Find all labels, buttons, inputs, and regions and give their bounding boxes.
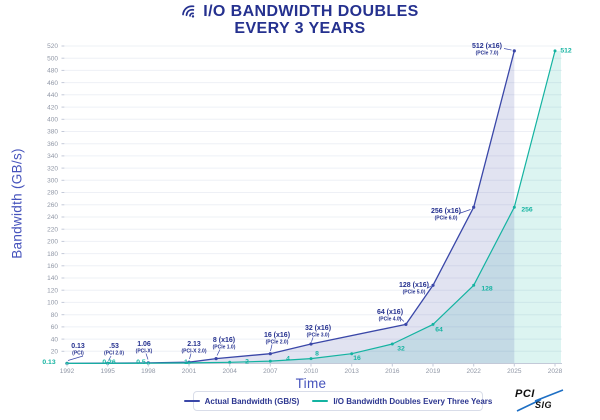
svg-text:512 (x16): 512 (x16) bbox=[472, 43, 502, 50]
svg-text:1995: 1995 bbox=[100, 368, 115, 375]
svg-text:256 (x16): 256 (x16) bbox=[431, 208, 461, 215]
legend-swatch-navy bbox=[183, 400, 200, 402]
svg-text:200: 200 bbox=[47, 239, 58, 246]
svg-text:(PCIe 5.0): (PCIe 5.0) bbox=[403, 289, 426, 295]
svg-text:160: 160 bbox=[47, 263, 58, 270]
svg-text:480: 480 bbox=[47, 68, 58, 75]
svg-text:0.13: 0.13 bbox=[42, 359, 55, 366]
svg-text:32: 32 bbox=[397, 346, 405, 353]
svg-text:(PCI 2.0): (PCI 2.0) bbox=[104, 350, 124, 356]
x-axis-title: Time bbox=[295, 376, 327, 391]
legend-label-actual: Actual Bandwidth (GB/S) bbox=[204, 396, 300, 406]
svg-text:2001: 2001 bbox=[182, 368, 197, 375]
svg-text:520: 520 bbox=[47, 43, 58, 50]
svg-text:220: 220 bbox=[47, 226, 58, 233]
svg-text:140: 140 bbox=[47, 275, 58, 282]
chart-title: I/O BANDWIDTH DOUBLES EVERY 3 YEARS bbox=[0, 3, 600, 37]
svg-text:(PCIe 4.0): (PCIe 4.0) bbox=[379, 316, 402, 322]
svg-text:32 (x16): 32 (x16) bbox=[305, 325, 331, 332]
svg-text:2.13: 2.13 bbox=[187, 341, 201, 348]
svg-text:512: 512 bbox=[560, 48, 572, 55]
svg-text:2016: 2016 bbox=[385, 368, 400, 375]
svg-text:340: 340 bbox=[47, 153, 58, 160]
svg-text:20: 20 bbox=[51, 349, 59, 356]
svg-text:320: 320 bbox=[47, 165, 58, 172]
svg-text:2025: 2025 bbox=[507, 368, 522, 375]
svg-text:8 (x16): 8 (x16) bbox=[213, 337, 235, 344]
svg-text:16 (x16): 16 (x16) bbox=[264, 332, 290, 339]
svg-text:120: 120 bbox=[47, 287, 58, 294]
legend-item-actual: Actual Bandwidth (GB/S) bbox=[183, 396, 300, 406]
svg-text:(PCIe 6.0): (PCIe 6.0) bbox=[435, 215, 458, 221]
svg-text:2007: 2007 bbox=[263, 368, 278, 375]
svg-text:256: 256 bbox=[521, 207, 533, 214]
legend-item-doubles: I/O Bandwidth Doubles Every Three Years bbox=[312, 397, 492, 406]
svg-text:(PCIe 3.0): (PCIe 3.0) bbox=[307, 332, 330, 338]
svg-text:300: 300 bbox=[47, 178, 58, 185]
svg-text:1992: 1992 bbox=[60, 368, 75, 375]
svg-text:0.26: 0.26 bbox=[102, 359, 115, 366]
svg-text:360: 360 bbox=[47, 141, 58, 148]
svg-text:260: 260 bbox=[47, 202, 58, 209]
logo-streak-icon bbox=[516, 389, 564, 412]
svg-text:16: 16 bbox=[353, 355, 361, 362]
svg-text:64: 64 bbox=[435, 327, 443, 334]
svg-text:8: 8 bbox=[315, 351, 319, 358]
pcisig-logo: PCI SIG bbox=[513, 388, 565, 414]
svg-text:2013: 2013 bbox=[344, 368, 359, 375]
svg-text:80: 80 bbox=[51, 312, 59, 319]
svg-text:(PCI): (PCI) bbox=[72, 350, 84, 356]
svg-text:64 (x16): 64 (x16) bbox=[377, 309, 403, 316]
svg-text:(PCIe 2.0): (PCIe 2.0) bbox=[266, 339, 289, 345]
svg-text:2019: 2019 bbox=[426, 368, 441, 375]
svg-text:2004: 2004 bbox=[222, 368, 237, 375]
svg-text:(PCIe 7.0): (PCIe 7.0) bbox=[476, 50, 499, 56]
svg-text:60: 60 bbox=[51, 324, 59, 331]
svg-text:280: 280 bbox=[47, 190, 58, 197]
svg-text:1998: 1998 bbox=[141, 368, 156, 375]
svg-text:460: 460 bbox=[47, 80, 58, 87]
svg-text:2: 2 bbox=[245, 359, 249, 366]
svg-text:(PCI-X): (PCI-X) bbox=[136, 348, 153, 354]
y-axis-title: Bandwidth (GB/s) bbox=[9, 148, 25, 259]
svg-text:4: 4 bbox=[286, 356, 290, 363]
svg-text:(PCI-X 2.0): (PCI-X 2.0) bbox=[181, 348, 206, 354]
svg-text:1.06: 1.06 bbox=[137, 341, 151, 348]
wifi-icon bbox=[182, 4, 195, 18]
svg-text:(PCIe 1.0): (PCIe 1.0) bbox=[213, 344, 236, 350]
svg-text:2022: 2022 bbox=[466, 368, 481, 375]
svg-text:440: 440 bbox=[47, 92, 58, 99]
svg-text:128 (x16): 128 (x16) bbox=[399, 282, 429, 289]
svg-text:128: 128 bbox=[481, 286, 493, 293]
svg-text:100: 100 bbox=[47, 300, 58, 307]
logo-sig-text: SIG bbox=[535, 400, 553, 410]
title-line-1: I/O BANDWIDTH DOUBLES bbox=[203, 3, 419, 20]
svg-text:240: 240 bbox=[47, 214, 58, 221]
svg-text:0.13: 0.13 bbox=[71, 343, 85, 350]
svg-text:400: 400 bbox=[47, 117, 58, 124]
legend-swatch-teal bbox=[312, 400, 329, 402]
svg-text:420: 420 bbox=[47, 104, 58, 111]
legend-label-doubles: I/O Bandwidth Doubles Every Three Years bbox=[333, 396, 493, 406]
title-line-2: EVERY 3 YEARS bbox=[234, 20, 366, 37]
svg-text:380: 380 bbox=[47, 129, 58, 136]
legend: Actual Bandwidth (GB/S) I/O Bandwidth Do… bbox=[183, 391, 492, 411]
svg-text:500: 500 bbox=[47, 55, 58, 62]
svg-text:2010: 2010 bbox=[304, 368, 319, 375]
logo-pci-text: PCI bbox=[515, 388, 535, 400]
svg-text:2028: 2028 bbox=[548, 368, 563, 375]
svg-text:40: 40 bbox=[51, 336, 59, 343]
svg-text:0.5: 0.5 bbox=[136, 359, 146, 366]
svg-text:180: 180 bbox=[47, 251, 58, 258]
svg-text:.53: .53 bbox=[109, 343, 119, 350]
svg-text:1: 1 bbox=[184, 359, 188, 366]
